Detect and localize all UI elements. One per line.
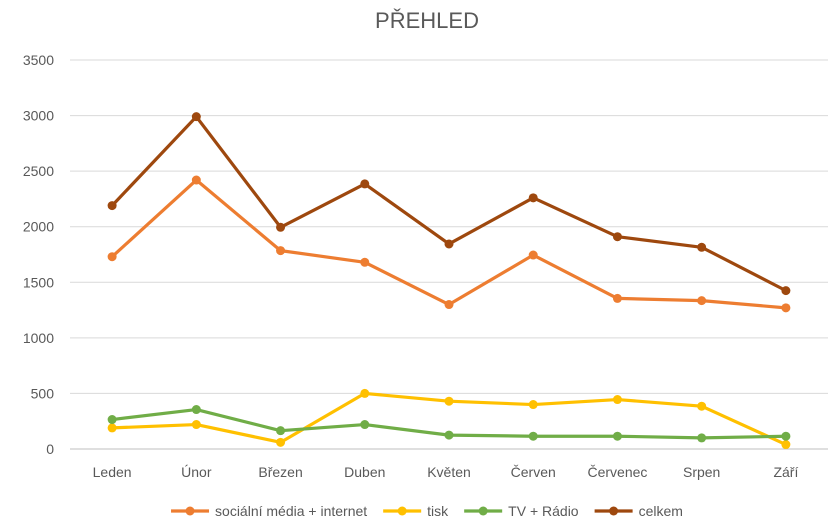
series-3 (107, 112, 791, 296)
data-point (781, 286, 791, 296)
data-point (528, 250, 538, 260)
legend-swatch-marker (478, 506, 488, 516)
data-point (107, 252, 117, 262)
data-point (191, 405, 201, 415)
data-point (612, 293, 622, 303)
y-tick-label: 1500 (23, 274, 54, 290)
y-tick-label: 1000 (23, 330, 54, 346)
axes: 0 500 1000 1500 2000 2500 3000 3500 Leden Únor Bře… (23, 52, 799, 480)
y-tick-label: 500 (31, 385, 55, 401)
y-tick-label: 3000 (23, 108, 54, 124)
legend: sociální média + internet tisk TV + Rádio c… (171, 503, 683, 519)
data-point (191, 112, 201, 122)
series-2 (107, 405, 791, 443)
data-point (276, 222, 286, 232)
x-tick-label: Červenec (587, 464, 647, 480)
data-point (360, 179, 370, 189)
legend-label: sociální média + internet (215, 503, 367, 519)
data-point (528, 193, 538, 203)
data-point (444, 396, 454, 406)
data-point (107, 201, 117, 211)
legend-label: TV + Rádio (508, 503, 579, 519)
y-tick-label: 2000 (23, 219, 54, 235)
data-point (697, 401, 707, 411)
data-point (360, 257, 370, 267)
data-point (191, 175, 201, 185)
series-lines (107, 112, 791, 450)
x-tick-label: Červen (511, 464, 556, 480)
y-tick-label: 2500 (23, 163, 54, 179)
data-point (697, 242, 707, 252)
legend-label: celkem (639, 503, 683, 519)
data-point (781, 303, 791, 313)
data-point (697, 433, 707, 443)
x-tick-label: Únor (181, 464, 212, 480)
series-line (110, 115, 788, 293)
y-tick-label: 0 (46, 441, 54, 457)
data-point (781, 431, 791, 441)
data-point (781, 440, 791, 450)
legend-swatch-marker (609, 506, 619, 516)
data-point (528, 400, 538, 410)
data-point (444, 300, 454, 310)
data-point (444, 430, 454, 440)
legend-label: tisk (427, 503, 449, 519)
data-point (276, 426, 286, 436)
data-point (612, 232, 622, 242)
data-point (107, 415, 117, 425)
x-tick-label: Leden (93, 464, 132, 480)
x-tick-label: Květen (427, 464, 471, 480)
x-tick-label: Duben (344, 464, 385, 480)
series-1 (107, 388, 791, 450)
y-tick-label: 3500 (23, 52, 54, 68)
series-0 (107, 175, 791, 313)
chart-title: PŘEHLED (375, 8, 479, 33)
data-point (360, 420, 370, 430)
data-point (276, 246, 286, 256)
legend-swatch-marker (397, 506, 407, 516)
data-point (528, 431, 538, 441)
data-point (697, 296, 707, 306)
data-point (191, 420, 201, 430)
data-point (276, 437, 286, 447)
data-point (444, 239, 454, 249)
data-point (107, 423, 117, 433)
x-tick-label: Březen (258, 464, 302, 480)
x-tick-label: Srpen (683, 464, 720, 480)
legend-swatch-marker (185, 506, 195, 516)
x-tick-label: Září (773, 464, 798, 480)
data-point (360, 388, 370, 398)
data-point (612, 395, 622, 405)
data-point (612, 431, 622, 441)
